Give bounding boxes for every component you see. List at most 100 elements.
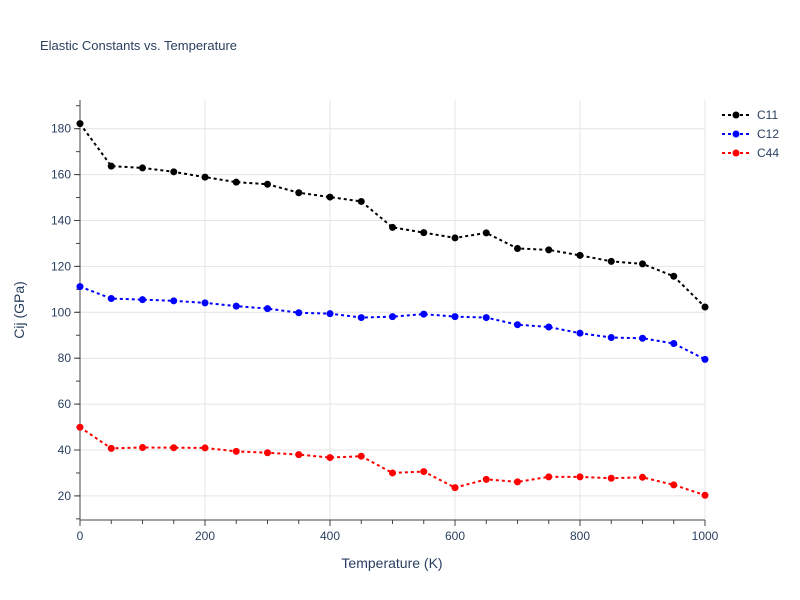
data-point-c11[interactable] xyxy=(482,229,490,237)
data-point-c11[interactable] xyxy=(389,223,396,231)
data-point-c11[interactable] xyxy=(420,229,428,237)
y-tick-label: 80 xyxy=(58,351,72,365)
data-point-c11[interactable] xyxy=(576,251,584,259)
data-point-c12[interactable] xyxy=(326,310,334,318)
data-point-c12[interactable] xyxy=(576,329,584,337)
data-point-c44[interactable] xyxy=(545,473,553,481)
series-c12 xyxy=(76,283,709,363)
x-tick-label: 1000 xyxy=(692,529,719,543)
data-point-c12[interactable] xyxy=(514,321,521,329)
y-axis-ticks: 20 40 60 80 100 120 140 160 180 xyxy=(51,105,80,520)
data-point-c44[interactable] xyxy=(607,474,615,482)
x-tick-label: 800 xyxy=(570,529,590,543)
data-point-c12[interactable] xyxy=(607,334,615,342)
x-axis-ticks: 0 200 400 600 800 1000 xyxy=(77,520,719,543)
x-tick-label: 400 xyxy=(320,529,340,543)
chart-title: Elastic Constants vs. Temperature xyxy=(40,38,237,53)
data-point-c11[interactable] xyxy=(514,244,521,252)
legend[interactable]: C11 C12 C44 xyxy=(722,108,779,160)
data-point-c11[interactable] xyxy=(701,303,709,311)
data-point-c44[interactable] xyxy=(357,452,365,460)
data-point-c12[interactable] xyxy=(482,314,490,322)
legend-swatch-marker xyxy=(732,111,740,119)
data-point-c11[interactable] xyxy=(107,162,115,170)
data-point-c44[interactable] xyxy=(295,451,303,459)
data-point-c12[interactable] xyxy=(232,302,240,310)
data-point-c44[interactable] xyxy=(201,444,209,452)
data-point-c12[interactable] xyxy=(451,313,459,321)
series-c11 xyxy=(76,120,709,311)
data-point-c44[interactable] xyxy=(670,481,678,489)
legend-swatch-marker xyxy=(732,149,740,157)
data-point-c44[interactable] xyxy=(76,423,84,431)
data-point-c12[interactable] xyxy=(264,305,271,313)
data-point-c12[interactable] xyxy=(139,296,146,304)
data-point-c44[interactable] xyxy=(576,473,584,481)
data-point-c12[interactable] xyxy=(420,310,428,318)
data-point-c12[interactable] xyxy=(389,313,396,321)
series-c44 xyxy=(76,423,709,499)
data-point-c12[interactable] xyxy=(670,340,678,348)
data-point-c44[interactable] xyxy=(107,444,115,452)
data-point-c44[interactable] xyxy=(264,449,271,457)
legend-label: C11 xyxy=(757,108,778,122)
data-point-c44[interactable] xyxy=(170,444,178,452)
data-point-c44[interactable] xyxy=(514,478,521,486)
data-point-c11[interactable] xyxy=(139,164,146,172)
legend-swatch-marker xyxy=(732,130,740,138)
series-line-c11 xyxy=(79,123,706,308)
data-point-c11[interactable] xyxy=(76,120,84,128)
data-point-c11[interactable] xyxy=(451,234,459,242)
x-axis-label: Temperature (K) xyxy=(341,555,442,571)
data-point-c11[interactable] xyxy=(295,189,303,197)
y-axis-label: Cij (GPa) xyxy=(11,281,27,339)
data-point-c44[interactable] xyxy=(482,475,490,483)
data-point-c44[interactable] xyxy=(451,484,459,492)
y-tick-label: 160 xyxy=(51,168,71,182)
y-tick-label: 40 xyxy=(58,443,72,457)
y-tick-label: 60 xyxy=(58,397,72,411)
data-point-c44[interactable] xyxy=(701,491,709,499)
series-layer xyxy=(76,120,709,499)
data-point-c11[interactable] xyxy=(607,257,615,265)
y-tick-label: 140 xyxy=(51,213,71,227)
y-tick-label: 20 xyxy=(58,489,72,503)
data-point-c11[interactable] xyxy=(357,197,365,205)
data-point-c12[interactable] xyxy=(639,334,646,342)
data-point-c12[interactable] xyxy=(76,283,84,291)
y-tick-label: 120 xyxy=(51,259,71,273)
data-point-c12[interactable] xyxy=(107,295,115,303)
data-point-c11[interactable] xyxy=(670,272,678,280)
data-point-c12[interactable] xyxy=(295,309,303,317)
data-point-c11[interactable] xyxy=(545,246,553,254)
grid-lines xyxy=(80,100,706,520)
data-point-c44[interactable] xyxy=(232,447,240,455)
data-point-c12[interactable] xyxy=(701,355,709,363)
axes xyxy=(79,100,705,521)
data-point-c44[interactable] xyxy=(139,443,146,451)
data-point-c44[interactable] xyxy=(420,468,428,476)
legend-item-c11[interactable]: C11 xyxy=(722,108,778,122)
series-line-c44 xyxy=(79,426,706,497)
data-point-c11[interactable] xyxy=(639,260,646,268)
data-point-c12[interactable] xyxy=(201,299,209,307)
data-point-c12[interactable] xyxy=(170,297,178,305)
y-tick-label: 180 xyxy=(51,122,71,136)
data-point-c11[interactable] xyxy=(170,168,178,176)
x-tick-label: 0 xyxy=(77,529,84,543)
data-point-c44[interactable] xyxy=(326,454,334,462)
y-tick-label: 100 xyxy=(51,305,71,319)
legend-label: C44 xyxy=(757,146,779,160)
data-point-c12[interactable] xyxy=(545,323,553,331)
data-point-c11[interactable] xyxy=(264,180,271,188)
x-tick-label: 600 xyxy=(445,529,465,543)
data-point-c12[interactable] xyxy=(357,314,365,322)
data-point-c44[interactable] xyxy=(639,473,646,481)
data-point-c11[interactable] xyxy=(201,173,209,181)
legend-item-c12[interactable]: C12 xyxy=(722,127,779,141)
data-point-c44[interactable] xyxy=(389,469,396,477)
data-point-c11[interactable] xyxy=(326,193,334,201)
data-point-c11[interactable] xyxy=(232,178,240,186)
legend-item-c44[interactable]: C44 xyxy=(722,146,779,160)
